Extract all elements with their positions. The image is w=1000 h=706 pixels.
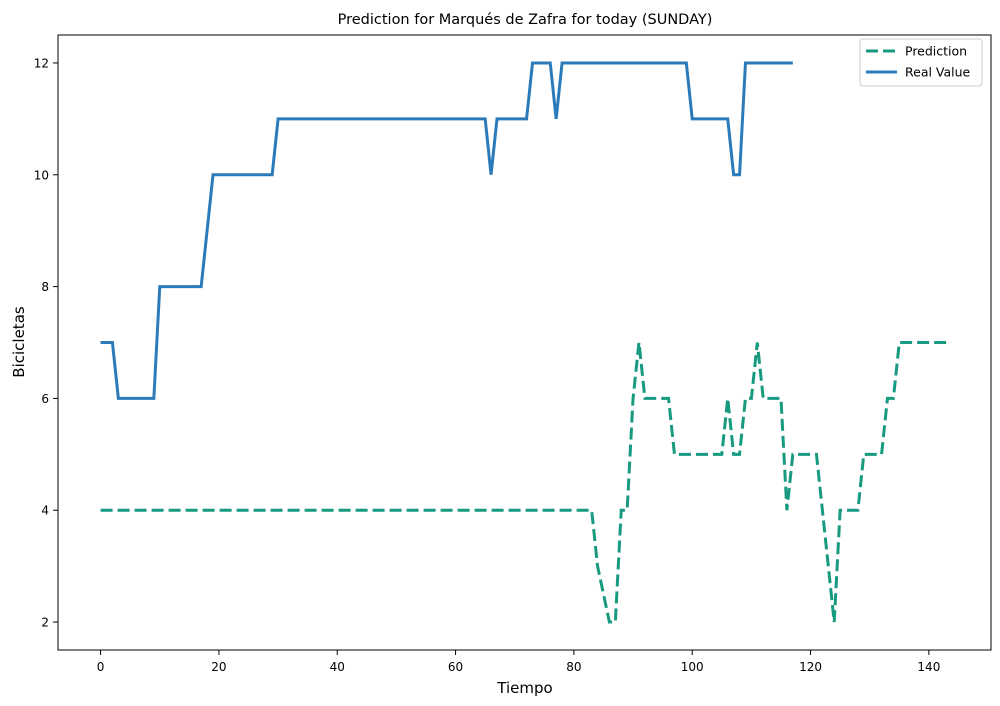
x-tick-label: 140 [917, 660, 940, 674]
legend-label-real-value: Real Value [905, 65, 971, 80]
y-tick-label: 12 [34, 56, 49, 70]
y-tick-label: 6 [41, 392, 49, 406]
x-axis-ticks: 0 20 40 60 80 100 120 140 [97, 650, 940, 674]
x-tick-label: 40 [330, 660, 345, 674]
legend-label-prediction: Prediction [905, 44, 967, 59]
x-tick-label: 60 [448, 660, 463, 674]
y-tick-label: 8 [41, 280, 49, 294]
y-tick-label: 4 [41, 504, 49, 518]
series-layer [100, 61, 947, 624]
series-line-real-value [100, 61, 793, 400]
x-tick-label: 120 [799, 660, 822, 674]
x-axis-label: Tiempo [496, 679, 552, 697]
x-tick-label: 20 [211, 660, 226, 674]
x-tick-label: 100 [681, 660, 704, 674]
series-line-prediction [100, 341, 947, 624]
y-axis-ticks: 2 4 6 8 10 12 [34, 56, 58, 630]
y-tick-label: 2 [41, 616, 49, 630]
y-axis-label: Bicicletas [10, 306, 28, 378]
legend: Prediction Real Value [859, 38, 983, 87]
x-tick-label: 80 [566, 660, 581, 674]
x-tick-label: 0 [97, 660, 105, 674]
plot-frame [57, 34, 992, 651]
chart-title: Prediction for Marqués de Zafra for toda… [338, 12, 713, 28]
y-tick-label: 10 [34, 168, 49, 182]
